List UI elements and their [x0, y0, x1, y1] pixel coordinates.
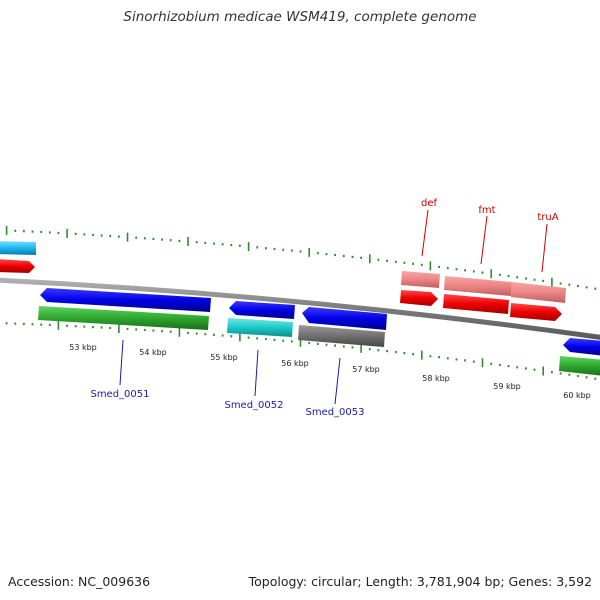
scale-label-58kbp: 58 kbp [422, 374, 450, 383]
gene-bar-def [401, 271, 440, 288]
gene-arrow-smed0052 [229, 301, 295, 319]
scale-label-60kbp: 60 kbp [563, 391, 591, 400]
map-title: Sinorhizobium medicae WSM419, complete g… [123, 9, 477, 25]
scale-label-59kbp: 59 kbp [493, 382, 521, 391]
gene-bar-trua [511, 282, 566, 303]
cds-bar-green-partial [559, 356, 600, 376]
gene-arrow-blue-partial [563, 338, 600, 356]
gene-arrow-sky-partial [0, 241, 36, 255]
lower-tick-track [5, 320, 597, 380]
gene-bar-fmt [444, 276, 512, 296]
gene-label-def: def [421, 198, 438, 209]
genome-backbone [0, 277, 600, 340]
scale-label-57kbp: 57 kbp [352, 365, 380, 374]
accession-text: Accession: NC_009636 [8, 574, 151, 589]
gene-arrow-def [400, 290, 438, 306]
scale-label-54kbp: 54 kbp [139, 348, 167, 357]
cds-bar-smed0051 [38, 306, 209, 330]
gene-label-smed0052: Smed_0052 [224, 400, 283, 411]
scale-label-56kbp: 56 kbp [281, 359, 309, 368]
gene-arrow-trua [510, 303, 562, 321]
topology-summary: Topology: circular; Length: 3,781,904 bp… [248, 574, 592, 589]
gene-label-smed0053: Smed_0053 [305, 407, 364, 418]
gene-label-smed0051: Smed_0051 [90, 389, 149, 400]
gene-arrow-fmt [443, 294, 509, 314]
cds-bar-smed0052 [227, 318, 293, 337]
gene-label-fmt: fmt [478, 205, 495, 216]
label-leader-lines [119, 209, 548, 405]
upper-tick-track [5, 225, 597, 290]
cds-bar-smed0053 [298, 325, 385, 347]
gene-label-trua: truA [537, 212, 558, 223]
gene-arrow-smed0051 [40, 288, 211, 312]
scale-label-53kbp: 53 kbp [69, 343, 97, 352]
gene-arrow-red-partial [0, 259, 35, 273]
scale-label-55kbp: 55 kbp [210, 353, 238, 362]
gene-arrow-smed0053 [302, 307, 387, 330]
